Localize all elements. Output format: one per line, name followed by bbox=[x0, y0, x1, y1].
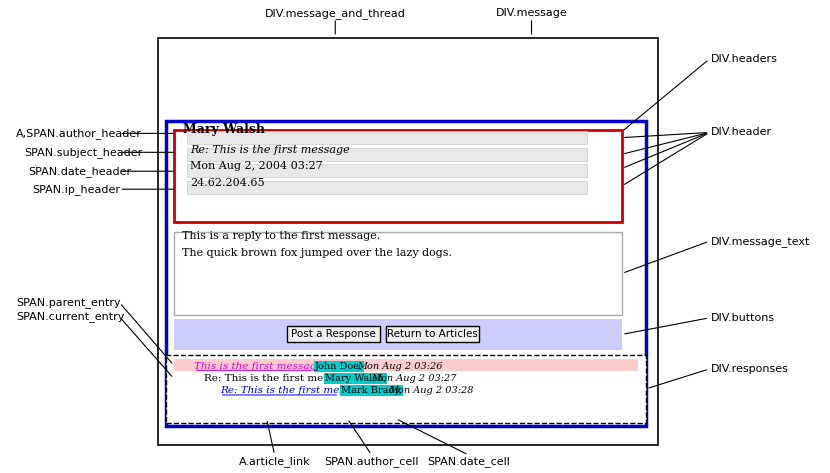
Text: SPAN.date_header: SPAN.date_header bbox=[28, 166, 131, 177]
Bar bbox=[166, 355, 647, 423]
Text: A,SPAN.author_header: A,SPAN.author_header bbox=[16, 128, 142, 139]
Bar bbox=[386, 326, 479, 342]
Bar bbox=[166, 121, 647, 426]
Text: This is the first message: This is the first message bbox=[194, 361, 322, 371]
Text: This is a reply to the first message.: This is a reply to the first message. bbox=[182, 231, 380, 241]
Text: DIV.responses: DIV.responses bbox=[710, 364, 788, 374]
Text: DIV.headers: DIV.headers bbox=[710, 54, 778, 64]
Text: Mon Aug 2 03:28: Mon Aug 2 03:28 bbox=[388, 386, 473, 395]
Text: SPAN.subject_header: SPAN.subject_header bbox=[24, 147, 143, 158]
Text: DIV.buttons: DIV.buttons bbox=[710, 313, 775, 323]
Text: John Doe,: John Doe, bbox=[315, 361, 364, 371]
Text: Mary Walsh: Mary Walsh bbox=[183, 123, 266, 136]
Text: DIV.message_and_thread: DIV.message_and_thread bbox=[265, 8, 406, 19]
Text: Re: This is the first message: Re: This is the first message bbox=[220, 386, 369, 395]
Text: SPAN.author_cell: SPAN.author_cell bbox=[325, 455, 419, 467]
Text: Return to Articles: Return to Articles bbox=[387, 329, 478, 339]
Text: Re: This is the first message: Re: This is the first message bbox=[190, 145, 349, 155]
Text: Mon Aug 2, 2004 03:27: Mon Aug 2, 2004 03:27 bbox=[190, 161, 323, 171]
Text: Re: This is the first message: Re: This is the first message bbox=[203, 374, 353, 383]
Text: SPAN.date_cell: SPAN.date_cell bbox=[427, 455, 510, 467]
Bar bbox=[188, 164, 588, 177]
Text: A.article_link: A.article_link bbox=[239, 455, 310, 467]
Bar bbox=[173, 130, 622, 222]
Text: 24.62.204.65: 24.62.204.65 bbox=[190, 178, 265, 188]
Bar bbox=[287, 326, 379, 342]
Text: DIV.message: DIV.message bbox=[496, 8, 568, 18]
Text: SPAN.current_entry: SPAN.current_entry bbox=[16, 311, 124, 323]
Bar bbox=[188, 131, 588, 144]
Bar bbox=[188, 181, 588, 194]
Text: The quick brown fox jumped over the lazy dogs.: The quick brown fox jumped over the lazy… bbox=[182, 248, 452, 258]
Text: SPAN.ip_header: SPAN.ip_header bbox=[32, 184, 120, 195]
Text: DIV.header: DIV.header bbox=[710, 127, 772, 138]
Text: Mon Aug 2 03:27: Mon Aug 2 03:27 bbox=[372, 374, 457, 383]
Bar bbox=[173, 319, 622, 350]
Text: Mon Aug 2 03:26: Mon Aug 2 03:26 bbox=[357, 361, 442, 371]
Text: Mary Walsh,: Mary Walsh, bbox=[325, 374, 387, 383]
Bar bbox=[173, 232, 622, 315]
Bar bbox=[158, 38, 658, 445]
Bar bbox=[173, 359, 638, 371]
Text: SPAN.parent_entry: SPAN.parent_entry bbox=[16, 297, 121, 308]
Text: Post a Response: Post a Response bbox=[290, 329, 376, 339]
Text: DIV.message_text: DIV.message_text bbox=[710, 236, 810, 247]
Bar bbox=[188, 148, 588, 161]
Text: Mark Brady,: Mark Brady, bbox=[341, 386, 402, 395]
